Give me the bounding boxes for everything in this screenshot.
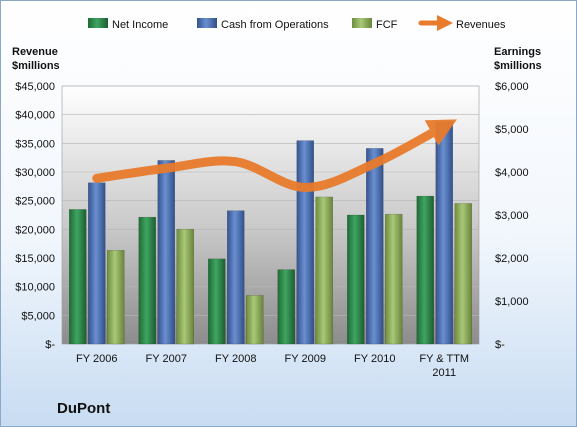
legend-label-cash-from-operations: Cash from Operations bbox=[221, 19, 329, 31]
left-axis-title-line2: $millions bbox=[12, 60, 60, 72]
right-tick-label: $- bbox=[495, 339, 505, 351]
company-title: DuPont bbox=[57, 400, 110, 417]
left-tick-label: $15,000 bbox=[15, 253, 55, 265]
bar-cash-from-operations bbox=[366, 148, 384, 345]
left-tick-label: $- bbox=[45, 339, 55, 351]
bar-cash-from-operations bbox=[157, 160, 175, 345]
bar-net-income bbox=[416, 195, 434, 345]
bars-layer bbox=[69, 121, 472, 345]
revenue-line bbox=[92, 119, 457, 192]
bar-net-income bbox=[277, 269, 295, 345]
x-axis-ticks: FY 2006 FY 2007 FY 2008 FY 2009 FY 2010 FY & … bbox=[76, 353, 469, 379]
right-axis-title-line2: $millions bbox=[494, 60, 542, 72]
bar-cash-from-operations bbox=[296, 140, 314, 345]
bar-fcf bbox=[315, 196, 333, 345]
right-tick-label: $2,000 bbox=[495, 253, 529, 265]
legend-label-revenues: Revenues bbox=[456, 19, 506, 31]
bar-fcf bbox=[176, 228, 194, 345]
legend-swatch-net-income bbox=[88, 18, 108, 28]
bar-cash-from-operations bbox=[435, 121, 453, 345]
bar-fcf bbox=[454, 203, 472, 345]
x-tick-label: FY & TTM 2011 bbox=[419, 353, 469, 379]
right-tick-label: $4,000 bbox=[495, 167, 529, 179]
bar-net-income bbox=[138, 216, 156, 345]
x-tick-label: FY 2009 bbox=[285, 353, 326, 365]
right-tick-label: $5,000 bbox=[495, 124, 529, 136]
left-tick-label: $45,000 bbox=[15, 81, 55, 93]
bar-fcf bbox=[107, 250, 125, 345]
bar-cash-from-operations bbox=[227, 210, 245, 345]
x-tick-label: FY 2006 bbox=[76, 353, 117, 365]
left-tick-label: $25,000 bbox=[15, 196, 55, 208]
bar-fcf bbox=[246, 295, 264, 345]
left-tick-label: $30,000 bbox=[15, 167, 55, 179]
plot-area bbox=[61, 85, 480, 345]
left-tick-label: $35,000 bbox=[15, 138, 55, 150]
right-tick-label: $1,000 bbox=[495, 296, 529, 308]
bar-cash-from-operations bbox=[88, 182, 106, 345]
left-tick-label: $10,000 bbox=[15, 282, 55, 294]
bar-fcf bbox=[385, 213, 403, 345]
legend-swatch-cash-from-operations bbox=[197, 18, 217, 28]
x-tick-label: FY 2008 bbox=[215, 353, 256, 365]
bar-net-income bbox=[347, 214, 365, 345]
x-tick-label: FY 2007 bbox=[146, 353, 187, 365]
legend-swatch-fcf bbox=[352, 18, 372, 28]
left-tick-label: $40,000 bbox=[15, 110, 55, 122]
left-tick-label: $5,000 bbox=[21, 310, 55, 322]
right-tick-label: $3,000 bbox=[495, 210, 529, 222]
left-tick-label: $20,000 bbox=[15, 224, 55, 236]
legend: Net Income Cash from Operations FCF Reve… bbox=[88, 14, 506, 32]
right-axis-title-line1: Earnings bbox=[494, 46, 541, 58]
bar-net-income bbox=[69, 209, 87, 345]
x-tick-label: FY 2010 bbox=[354, 353, 395, 365]
left-axis-title-line1: Revenue bbox=[12, 46, 58, 58]
left-axis-ticks: $- $5,000 $10,000 $15,000 $20,000 $25,000 $30,… bbox=[15, 81, 55, 351]
legend-label-fcf: FCF bbox=[376, 19, 398, 31]
legend-label-net-income: Net Income bbox=[112, 19, 168, 31]
right-axis-ticks: $- $1,000 $2,000 $3,000 $4,000 $5,000 $6,000 bbox=[495, 81, 529, 351]
revenue-line-layer bbox=[92, 119, 457, 192]
right-tick-label: $6,000 bbox=[495, 81, 529, 93]
bar-net-income bbox=[208, 258, 226, 345]
